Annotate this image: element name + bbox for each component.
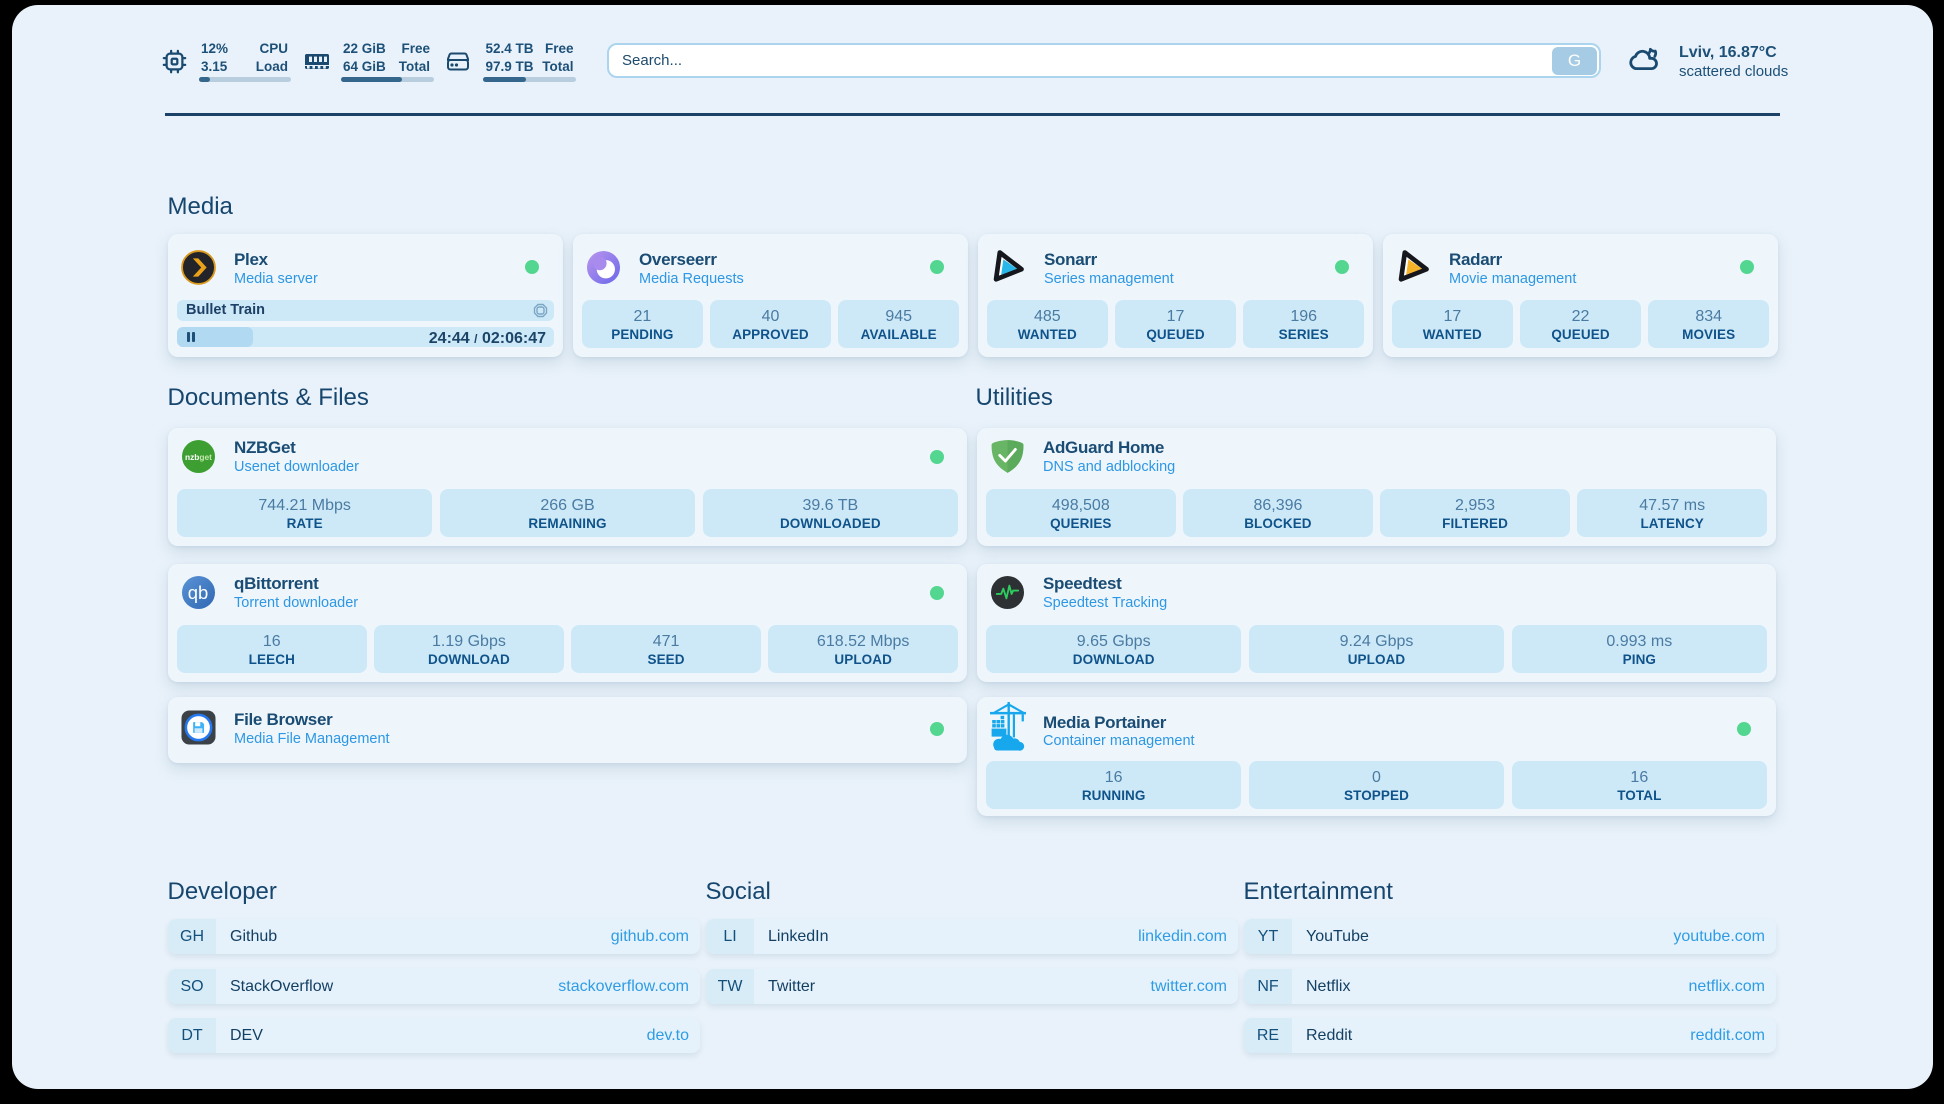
svg-text:qb: qb xyxy=(188,581,209,602)
svg-text:nzbget: nzbget xyxy=(185,451,212,461)
